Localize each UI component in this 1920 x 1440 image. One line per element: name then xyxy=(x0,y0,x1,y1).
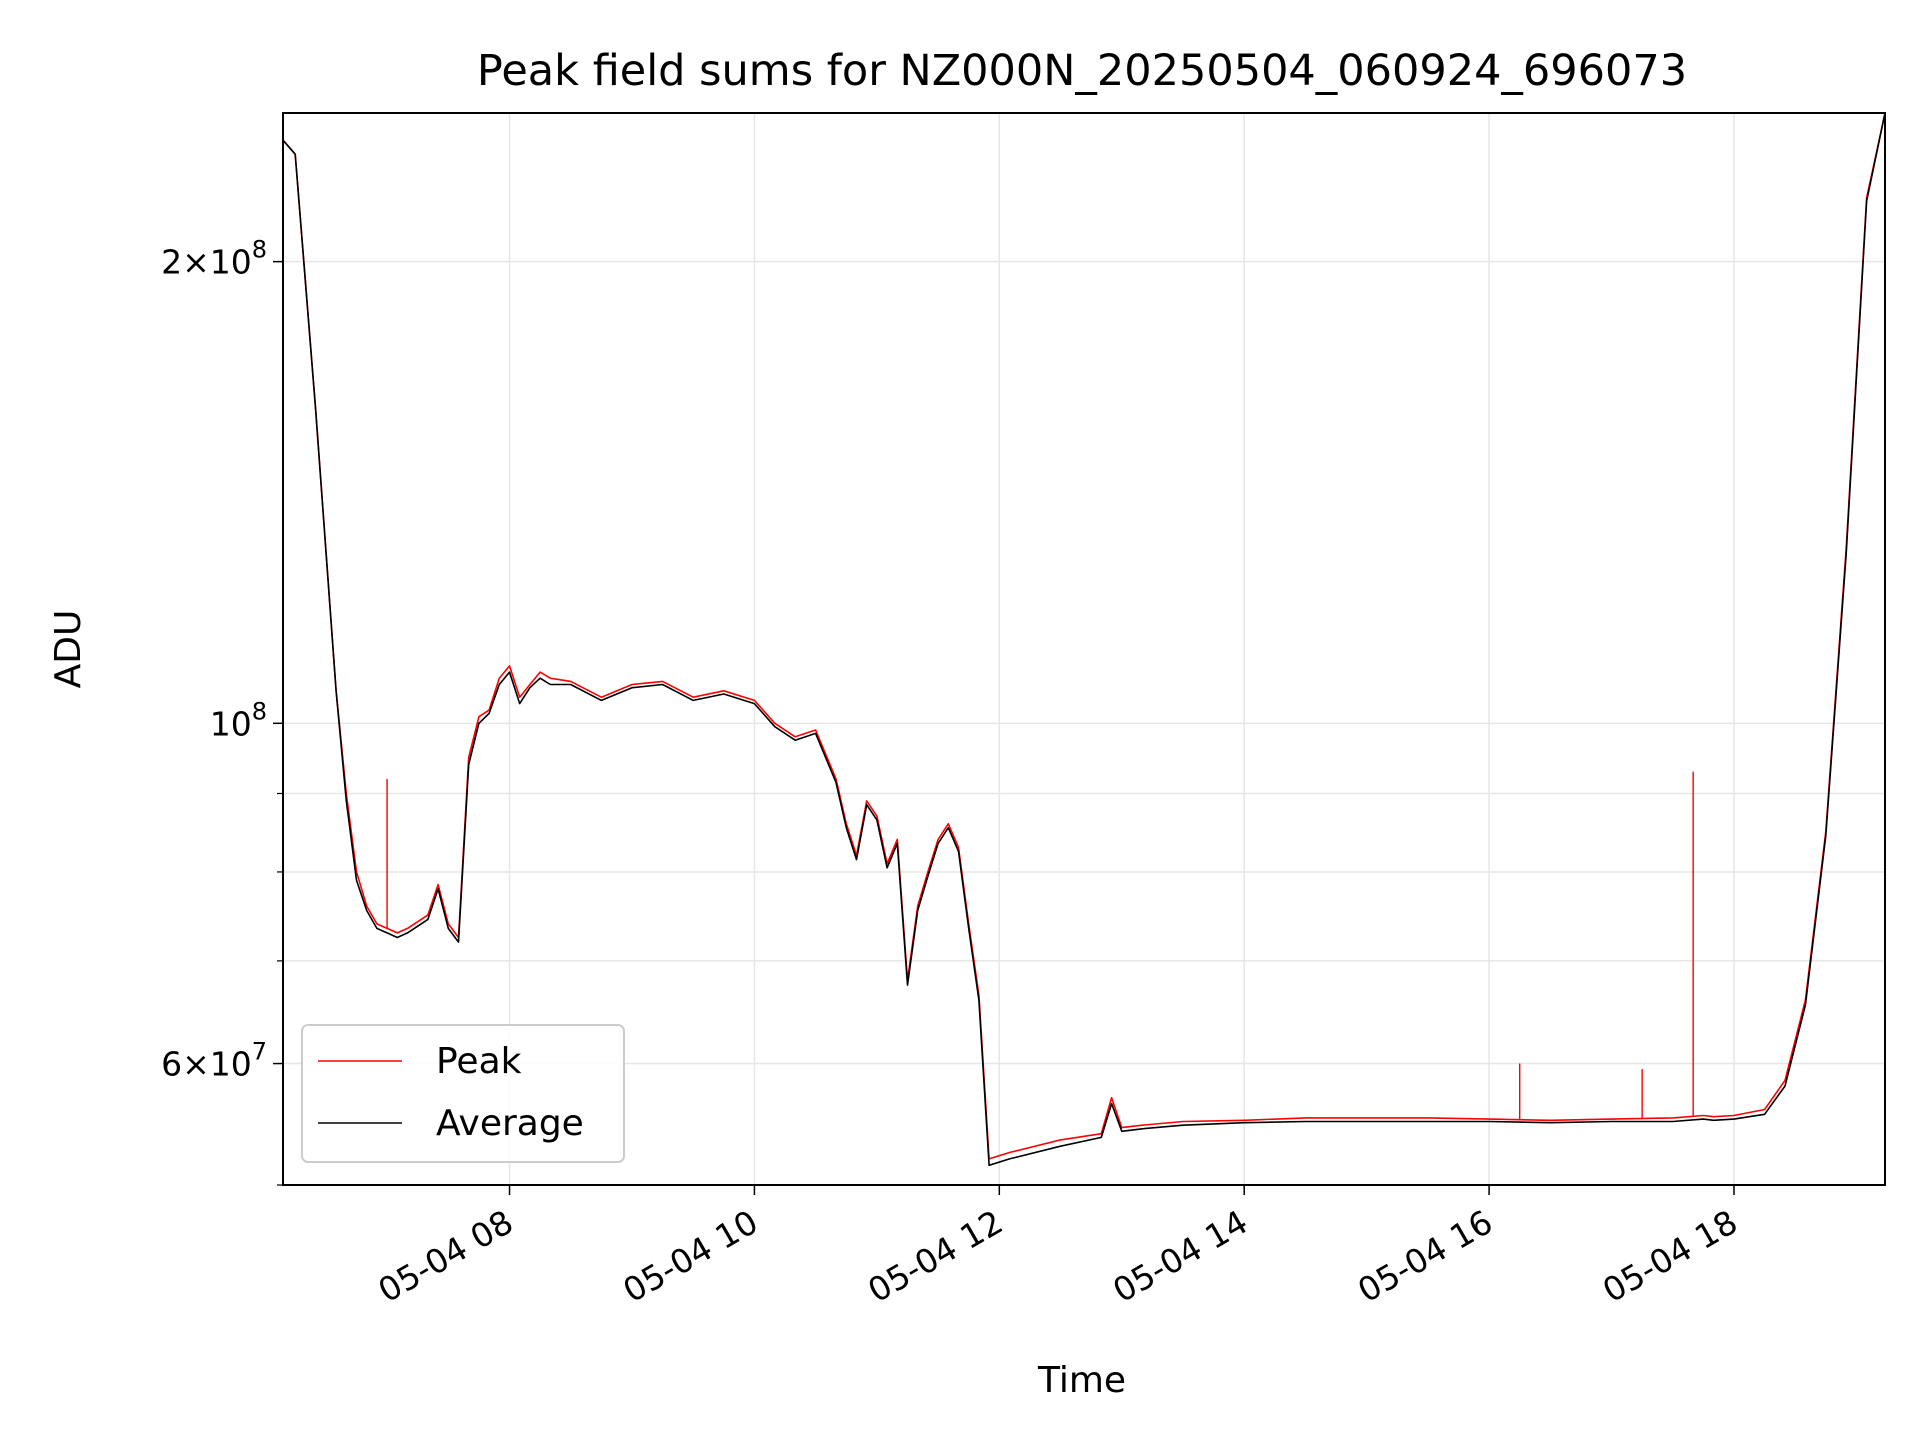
legend-label-peak: Peak xyxy=(436,1041,522,1082)
chart-title: Peak field sums for NZ000N_20250504_0609… xyxy=(477,46,1687,96)
legend-box xyxy=(301,1024,625,1163)
y-axis-label: ADU xyxy=(48,610,89,689)
y-tick-label: 2×108 xyxy=(161,236,267,282)
x-axis-label: Time xyxy=(1037,1360,1126,1401)
grid xyxy=(283,113,1885,1186)
y-tick-label: 6×107 xyxy=(161,1038,267,1084)
series-line-average xyxy=(282,112,1886,1167)
series-layer xyxy=(282,112,1886,1167)
plot-frame xyxy=(282,112,1886,1186)
series-line-peak xyxy=(282,112,1886,1160)
legend: Peak Average xyxy=(301,1024,625,1163)
legend-label-average: Average xyxy=(436,1103,584,1144)
y-tick-label: 108 xyxy=(210,697,267,743)
